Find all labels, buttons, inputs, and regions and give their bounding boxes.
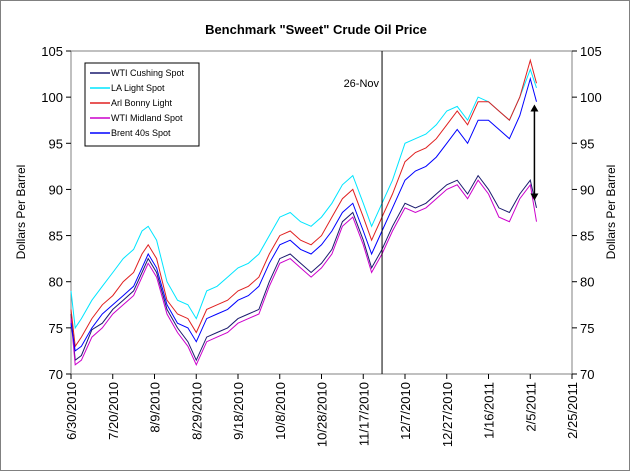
x-tick-label: 12/27/2010 (440, 382, 455, 447)
y-tick-label-right: 75 (580, 321, 594, 336)
y-tick-label-left: 100 (41, 90, 63, 105)
y-tick-label-left: 80 (49, 275, 63, 290)
y-tick-label-right: 95 (580, 136, 594, 151)
legend-label: Brent 40s Spot (111, 128, 171, 138)
legend-label: Arl Bonny Light (111, 98, 173, 108)
y-tick-label-left: 85 (49, 229, 63, 244)
x-tick-label: 2/5/2011 (523, 382, 538, 432)
y-tick-label-left: 95 (49, 136, 63, 151)
y-tick-label-left: 70 (49, 367, 63, 382)
y-tick-label-right: 80 (580, 275, 594, 290)
legend-label: WTI Cushing Spot (111, 68, 185, 78)
vline-annotation-label: 26-Nov (344, 78, 380, 90)
legend-label: LA Light Spot (111, 83, 165, 93)
x-tick-label: 8/29/2010 (189, 382, 204, 440)
legend-box (84, 62, 200, 147)
y-tick-label-right: 100 (580, 90, 602, 105)
x-tick-label: 9/18/2010 (231, 382, 246, 440)
x-tick-label: 11/17/2010 (356, 382, 371, 446)
y-axis-label-right: Dollars Per Barrel (604, 165, 618, 260)
chart-title: Benchmark "Sweet" Crude Oil Price (205, 22, 427, 37)
y-tick-label-right: 85 (580, 229, 594, 244)
y-tick-label-left: 105 (41, 44, 63, 59)
series-line-2 (70, 68, 537, 330)
series-line-3 (70, 58, 537, 348)
x-tick-label: 2/25/2011 (565, 382, 580, 439)
series-line-5 (70, 76, 537, 352)
y-tick-label-right: 90 (580, 182, 594, 197)
x-tick-label: 10/8/2010 (273, 382, 288, 440)
arrow-head-up (530, 104, 539, 112)
x-tick-label: 12/7/2010 (398, 382, 413, 440)
x-tick-label: 7/20/2010 (106, 382, 121, 440)
x-tick-label: 8/9/2010 (148, 382, 163, 433)
series-line-1 (70, 174, 537, 362)
x-tick-label: 10/28/2010 (315, 382, 330, 447)
arrow-head-down (530, 193, 539, 201)
y-tick-label-left: 75 (49, 321, 63, 336)
y-tick-label-right: 105 (580, 44, 602, 59)
y-tick-label-right: 70 (580, 367, 594, 382)
x-tick-label: 6/30/2010 (64, 382, 79, 440)
x-tick-label: 1/16/2011 (482, 382, 497, 439)
series-line-4 (70, 179, 537, 367)
y-axis-label-left: Dollars Per Barrel (14, 165, 28, 260)
legend-label: WTI Midland Spot (111, 113, 183, 123)
y-tick-label-left: 90 (49, 182, 63, 197)
